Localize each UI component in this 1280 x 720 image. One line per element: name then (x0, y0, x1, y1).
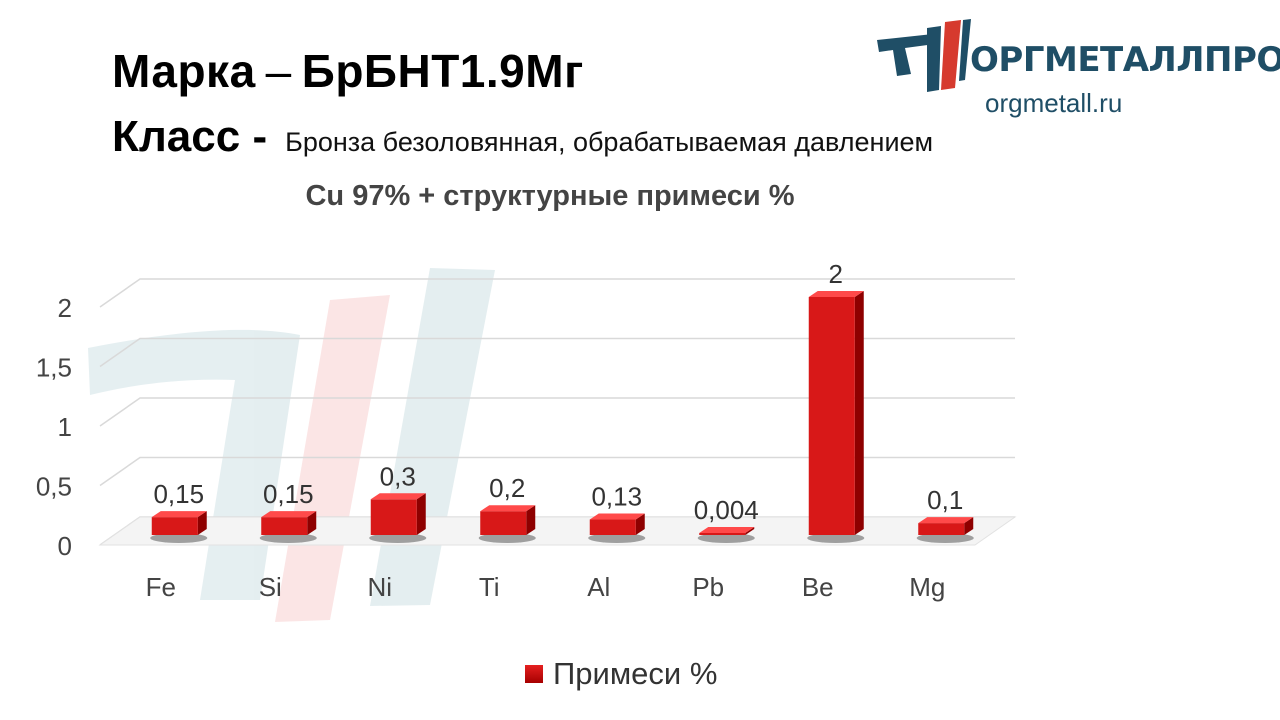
data-label: 0,15 (263, 479, 314, 509)
class-line: Класс - Бронза безоловянная, обрабатываем… (112, 112, 933, 162)
grade-name: БрБНТ1.9Мг (301, 45, 584, 97)
x-tick-label: Ni (367, 572, 392, 602)
bar-mg (916, 517, 974, 543)
gridline (99, 278, 1015, 308)
bar-fe (150, 511, 208, 543)
data-label: 0,2 (489, 473, 525, 503)
bar-front (808, 297, 855, 535)
bar-top (589, 513, 645, 520)
bar-top (370, 493, 426, 500)
legend-label: Примеси % (553, 656, 718, 691)
bar-front (699, 533, 746, 535)
y-tick-label: 2 (58, 293, 72, 323)
bar-front (918, 523, 965, 535)
y-tick-label: 0 (58, 531, 72, 561)
y-tick-label: 1 (58, 412, 72, 442)
brand-label: Марка (112, 45, 256, 97)
bar-si (259, 511, 317, 543)
y-tick-label: 1,5 (36, 353, 72, 383)
data-label: 2 (829, 259, 843, 289)
x-tick-label: Be (802, 572, 834, 602)
bar-be (807, 291, 865, 543)
bar-al (588, 513, 646, 543)
bar-shadow (369, 533, 427, 543)
data-label: 0,3 (380, 461, 416, 491)
bar-ni (369, 493, 427, 543)
bar-side (307, 511, 317, 535)
bar-top (261, 511, 317, 518)
logo-url: orgmetall.ru (985, 88, 1123, 118)
bar-shadow (916, 533, 974, 543)
gridline (99, 456, 1015, 487)
bar-shadow (588, 533, 646, 543)
watermark (88, 268, 495, 622)
bar-front (370, 499, 417, 535)
bar-shadow (697, 533, 755, 543)
x-tick-label: Ti (479, 572, 500, 602)
bar-ti (478, 505, 536, 543)
x-tick-label: Pb (692, 572, 724, 602)
bar-top (808, 291, 864, 297)
bar-top (918, 517, 974, 524)
data-label: 0,15 (153, 479, 204, 509)
gridline (99, 397, 1015, 427)
bar-side (416, 493, 426, 535)
data-label: 0,13 (591, 482, 642, 512)
bar-front (589, 519, 636, 535)
bar-shadow (150, 533, 208, 543)
gridline (99, 337, 1015, 368)
chart-floor (98, 516, 1017, 546)
bar-shadow (807, 533, 865, 543)
legend-swatch (525, 665, 543, 683)
class-label: Класс - (112, 112, 268, 161)
bar-side (964, 517, 974, 535)
bar-front (261, 517, 308, 535)
bar-top (151, 511, 207, 518)
x-tick-label: Mg (909, 572, 945, 602)
x-tick-label: Si (259, 572, 282, 602)
bar-side (526, 505, 536, 535)
x-tick-label: Fe (146, 572, 176, 602)
y-tick-label: 0,5 (36, 472, 72, 502)
bar-shadow (259, 533, 317, 543)
bar-shadow (478, 533, 536, 543)
chart-legend: Примеси % (525, 654, 717, 694)
bar-side (197, 511, 207, 535)
bar-top (480, 505, 536, 512)
data-label: 0,004 (694, 495, 759, 525)
bar-side (854, 291, 864, 535)
bar-top (699, 527, 755, 533)
data-label: 0,1 (927, 485, 963, 515)
company-logo: ОРГМЕТАЛЛПРОМ orgmetall.ru (875, 18, 1280, 128)
slide-title: Марка – БрБНТ1.9Мг (112, 44, 584, 98)
chart-title: Cu 97% + структурные примеси % (305, 180, 795, 212)
logo-name: ОРГМЕТАЛЛПРОМ (970, 40, 1280, 80)
class-value: Бронза безоловянная, обрабатываемая давл… (285, 127, 934, 157)
bar-side (635, 513, 645, 535)
logo-mark-icon (877, 19, 971, 92)
title-dash: – (265, 45, 292, 97)
bar-side (745, 527, 755, 535)
bar-pb (697, 527, 755, 543)
bar-front (480, 511, 527, 535)
bar-front (151, 517, 198, 535)
x-tick-label: Al (587, 572, 610, 602)
